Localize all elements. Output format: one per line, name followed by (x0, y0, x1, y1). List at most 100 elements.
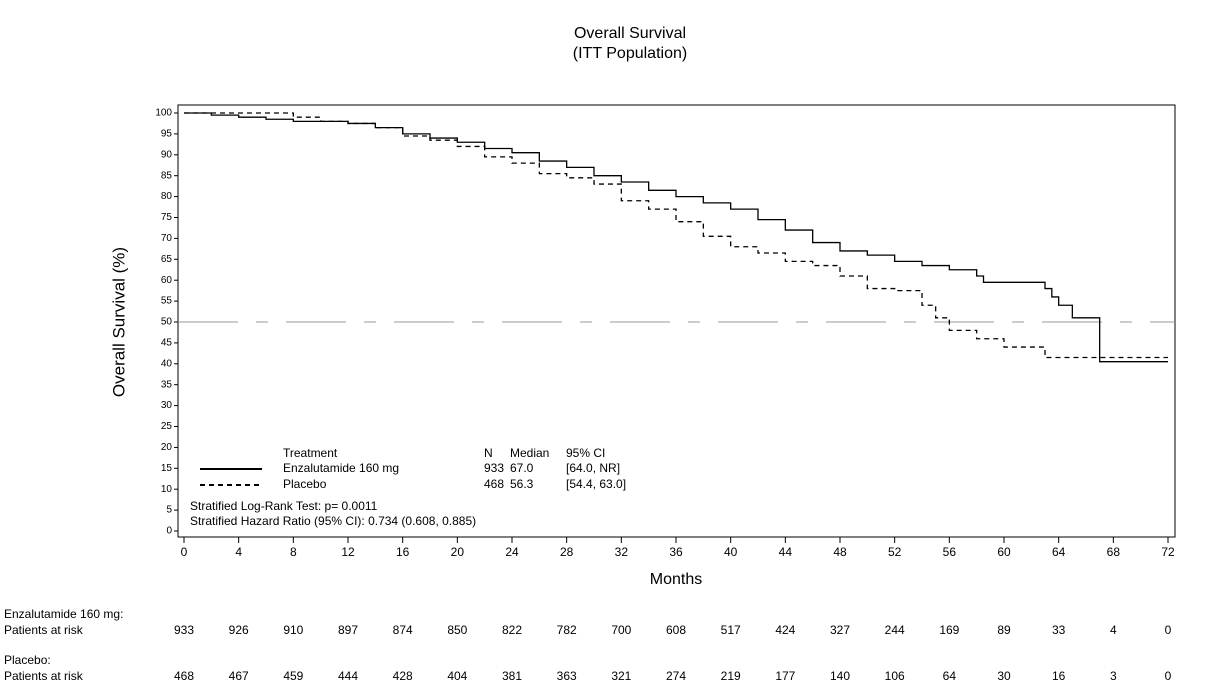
x-tick-label: 56 (943, 545, 957, 559)
x-tick-label: 44 (779, 545, 793, 559)
legend-header: 95% CI (566, 446, 605, 460)
x-tick-label: 28 (560, 545, 574, 559)
y-tick-label: 65 (161, 254, 173, 265)
x-tick-label: 8 (290, 545, 297, 559)
legend-cell: 56.3 (510, 477, 534, 491)
risk-count: 169 (939, 623, 959, 637)
risk-count: 424 (775, 623, 795, 637)
legend-header: Treatment (283, 446, 338, 460)
risk-count: 700 (611, 623, 631, 637)
risk-count: 517 (721, 623, 741, 637)
risk-count: 219 (721, 669, 741, 683)
risk-count: 404 (447, 669, 467, 683)
risk-count: 381 (502, 669, 522, 683)
risk-label: Patients at risk (4, 623, 84, 637)
risk-count: 933 (174, 623, 194, 637)
y-tick-label: 20 (161, 442, 173, 453)
y-tick-label: 55 (161, 296, 173, 307)
y-tick-label: 10 (161, 484, 173, 495)
chart-title: Overall Survival (574, 25, 686, 42)
risk-count: 16 (1052, 669, 1066, 683)
risk-count: 327 (830, 623, 850, 637)
risk-count: 874 (393, 623, 413, 637)
risk-count: 897 (338, 623, 358, 637)
x-tick-label: 40 (724, 545, 738, 559)
annotation: Stratified Hazard Ratio (95% CI): 0.734 … (190, 514, 476, 528)
legend-header: Median (510, 446, 549, 460)
survival-curve (184, 112, 1168, 363)
x-tick-label: 16 (396, 545, 410, 559)
x-tick-label: 52 (888, 545, 902, 559)
x-tick-label: 0 (181, 545, 188, 559)
x-tick-label: 36 (669, 545, 683, 559)
legend-cell: Enzalutamide 160 mg (283, 461, 399, 475)
x-tick-label: 12 (341, 545, 355, 559)
y-tick-label: 45 (161, 338, 173, 349)
risk-count: 926 (229, 623, 249, 637)
risk-count: 467 (229, 669, 249, 683)
risk-count: 0 (1165, 669, 1172, 683)
risk-group: Enzalutamide 160 mg: (4, 607, 123, 621)
y-tick-label: 80 (161, 191, 173, 202)
y-tick-label: 25 (161, 421, 173, 432)
legend-cell: 468 (484, 477, 504, 491)
risk-count: 321 (611, 669, 631, 683)
legend-cell: [64.0, NR] (566, 461, 620, 475)
y-tick-label: 95 (161, 129, 173, 140)
y-tick-label: 5 (166, 505, 172, 516)
legend-header: N (484, 446, 493, 460)
risk-count: 0 (1165, 623, 1172, 637)
risk-count: 177 (775, 669, 795, 683)
y-tick-label: 50 (161, 317, 173, 328)
x-tick-label: 48 (833, 545, 847, 559)
x-tick-label: 68 (1107, 545, 1121, 559)
survival-curve (184, 112, 1168, 359)
risk-count: 30 (997, 669, 1011, 683)
y-tick-label: 0 (166, 526, 172, 537)
risk-count: 850 (447, 623, 467, 637)
risk-count: 4 (1110, 623, 1117, 637)
y-tick-label: 60 (161, 275, 173, 286)
risk-count: 822 (502, 623, 522, 637)
y-tick-label: 75 (161, 212, 173, 223)
x-tick-label: 60 (997, 545, 1011, 559)
risk-count: 64 (943, 669, 957, 683)
risk-count: 140 (830, 669, 850, 683)
y-tick-label: 40 (161, 358, 173, 369)
y-axis-label: Overall Survival (%) (109, 247, 128, 397)
risk-count: 3 (1110, 669, 1117, 683)
risk-count: 428 (393, 669, 413, 683)
y-tick-label: 35 (161, 379, 173, 390)
y-tick-label: 100 (155, 108, 172, 119)
risk-count: 106 (885, 669, 905, 683)
x-tick-label: 4 (235, 545, 242, 559)
y-tick-label: 90 (161, 149, 173, 160)
legend-cell: 67.0 (510, 461, 534, 475)
risk-count: 910 (283, 623, 303, 637)
x-tick-label: 32 (615, 545, 629, 559)
annotation: Stratified Log-Rank Test: p= 0.0011 (190, 499, 378, 513)
risk-count: 274 (666, 669, 686, 683)
x-tick-label: 20 (451, 545, 465, 559)
x-tick-label: 24 (505, 545, 519, 559)
risk-label: Patients at risk (4, 669, 84, 683)
risk-count: 782 (557, 623, 577, 637)
x-tick-label: 64 (1052, 545, 1066, 559)
legend-cell: 933 (484, 461, 504, 475)
y-tick-label: 15 (161, 463, 173, 474)
legend-cell: [54.4, 63.0] (566, 477, 626, 491)
x-tick-label: 72 (1161, 545, 1175, 559)
risk-count: 459 (283, 669, 303, 683)
risk-count: 363 (557, 669, 577, 683)
risk-count: 244 (885, 623, 905, 637)
x-axis-label: Months (650, 571, 702, 588)
y-tick-label: 70 (161, 233, 173, 244)
risk-count: 33 (1052, 623, 1066, 637)
risk-count: 89 (997, 623, 1011, 637)
risk-count: 444 (338, 669, 358, 683)
risk-count: 608 (666, 623, 686, 637)
y-tick-label: 85 (161, 170, 173, 181)
chart-subtitle: (ITT Population) (573, 45, 687, 62)
legend-cell: Placebo (283, 477, 327, 491)
